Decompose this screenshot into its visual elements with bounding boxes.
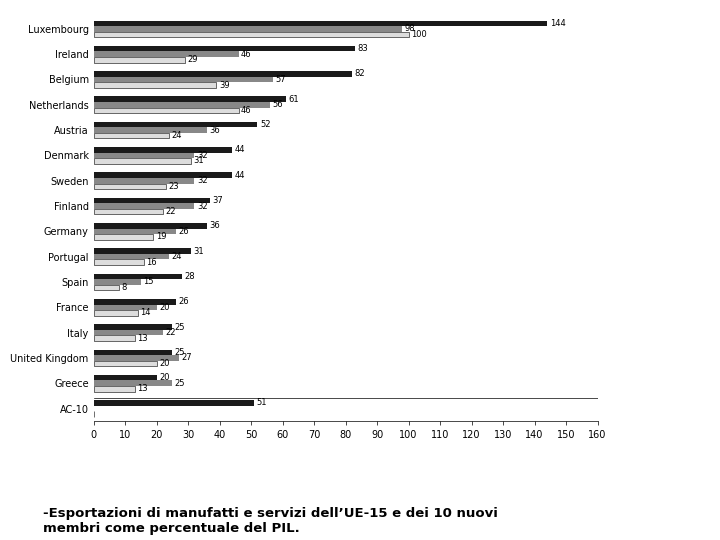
Text: 13: 13 [137,384,148,393]
Bar [94,122,258,127]
Text: 28: 28 [184,272,195,281]
Text: 44: 44 [235,145,246,154]
Text: 24: 24 [172,252,182,261]
Bar [94,107,238,113]
Text: 20: 20 [159,359,170,368]
Text: 36: 36 [210,126,220,134]
Bar [94,57,185,63]
Bar [94,102,270,107]
Bar [94,172,233,178]
Bar [94,21,547,26]
Bar [94,147,233,153]
Bar [94,305,157,310]
Text: 31: 31 [194,157,204,165]
Bar [94,285,119,291]
Bar [94,77,273,82]
Bar [94,400,254,406]
Bar [94,375,157,381]
Bar [94,198,210,203]
Text: 20: 20 [159,373,170,382]
Text: 14: 14 [140,308,150,318]
Text: 57: 57 [276,75,287,84]
Bar [94,71,352,77]
Bar [94,335,135,341]
Bar [94,274,181,279]
Text: 32: 32 [197,201,207,211]
Text: 44: 44 [235,171,246,180]
Text: 37: 37 [212,196,223,205]
Bar [94,310,138,316]
Text: 25: 25 [175,322,185,332]
Text: 25: 25 [175,379,185,388]
Bar [94,234,153,240]
Text: 25: 25 [175,348,185,357]
Bar [94,248,192,254]
Text: 8: 8 [122,283,127,292]
Text: 31: 31 [194,247,204,255]
Text: 27: 27 [181,353,192,362]
Text: 22: 22 [166,328,176,337]
Bar [94,97,286,102]
Bar [94,158,192,164]
Bar [94,386,135,391]
Text: 61: 61 [288,94,299,104]
Bar [94,133,169,138]
Bar [94,209,163,214]
Text: 36: 36 [210,221,220,230]
Bar [94,299,176,305]
Bar [94,153,194,158]
Bar [94,259,144,265]
Bar [94,324,172,330]
Text: 46: 46 [241,50,252,59]
Bar [94,178,194,184]
Bar [94,349,172,355]
Text: 22: 22 [166,207,176,216]
Text: 144: 144 [550,19,565,28]
Text: -Esportazioni di manufatti e servizi dell’UE-15 e dei 10 nuovi
membri come perce: -Esportazioni di manufatti e servizi del… [43,507,498,535]
Bar [94,228,176,234]
Bar [94,223,207,228]
Text: 32: 32 [197,176,207,185]
Text: 26: 26 [178,297,189,306]
Bar [94,32,409,37]
Bar [94,203,194,209]
Text: 98: 98 [405,24,415,33]
Text: 51: 51 [257,399,267,408]
Text: 100: 100 [411,30,427,39]
Text: 46: 46 [241,106,252,115]
Bar [94,184,166,189]
Text: 24: 24 [172,131,182,140]
Text: 39: 39 [219,80,230,90]
Bar [94,46,355,51]
Bar [94,82,217,88]
Bar [94,361,157,366]
Text: 29: 29 [187,55,198,64]
Text: 83: 83 [358,44,369,53]
Text: 19: 19 [156,232,166,241]
Text: 16: 16 [147,258,157,267]
Bar [94,26,402,32]
Text: 26: 26 [178,227,189,236]
Text: 20: 20 [159,303,170,312]
Bar [94,279,141,285]
Bar [94,51,238,57]
Text: 82: 82 [354,70,365,78]
Bar [94,330,163,335]
Text: 15: 15 [143,278,154,287]
Text: 56: 56 [273,100,283,109]
Text: 52: 52 [260,120,271,129]
Bar [94,355,179,361]
Text: 13: 13 [137,334,148,343]
Bar [94,127,207,133]
Text: 23: 23 [168,182,179,191]
Bar [94,254,169,259]
Bar [94,381,172,386]
Text: 32: 32 [197,151,207,160]
